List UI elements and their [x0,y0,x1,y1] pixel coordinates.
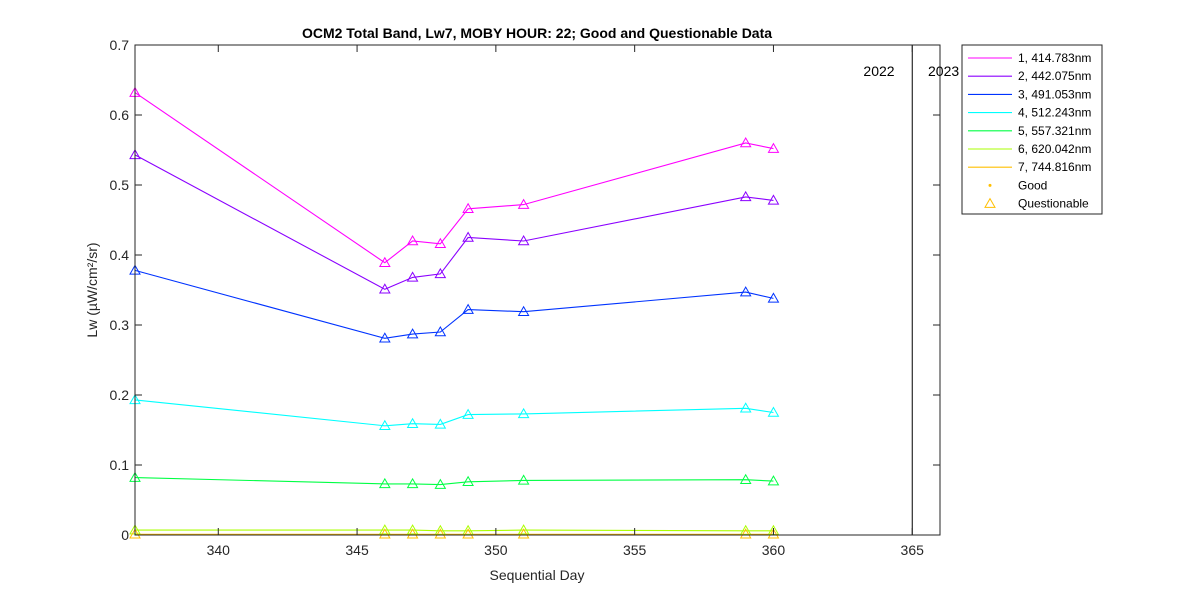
legend-entry-label: 1, 414.783nm [1018,51,1091,65]
x-tick-label: 340 [207,542,231,558]
questionable-point-marker [517,305,530,316]
questionable-point-marker [739,528,752,539]
legend-good-label: Good [1018,178,1047,192]
series-line-4 [134,399,774,427]
year-label-2023: 2023 [928,63,959,79]
questionable-point-marker [739,286,752,297]
questionable-point-marker [767,475,780,486]
legend-entry-label: 6, 620.042nm [1018,142,1091,156]
year-label-2022: 2022 [863,63,894,79]
questionable-point-marker [378,419,391,431]
questionable-point-marker [517,474,530,485]
x-tick-label: 350 [484,542,508,558]
questionable-point-marker [462,231,474,242]
questionable-point-marker [406,477,419,489]
questionable-point-marker [378,528,391,539]
legend-good-marker [988,183,992,187]
x-tick-label: 355 [623,542,647,558]
y-tick-label: 0.1 [110,457,130,473]
questionable-point-marker [462,408,474,419]
tick-layer: 340 345 350 355 360 365 0 0.1 0.2 0.3 0.4 0.5 0.6 0.7 [110,37,940,558]
questionable-point-marker [462,475,474,487]
questionable-point-marker [129,528,141,539]
questionable-point-marker [767,292,780,303]
questionable-point-marker [378,524,391,535]
y-tick-label: 0 [121,527,129,543]
y-tick-label: 0.7 [110,37,130,53]
legend-entry-label: 7, 744.816nm [1018,160,1091,174]
questionable-point-marker [517,407,530,419]
questionable-point-marker [434,528,447,539]
y-tick-label: 0.2 [110,387,130,403]
y-axis-label: Lw (µW/cm²/sr) [84,242,100,337]
legend-entry-label: 2, 442.075nm [1018,69,1091,83]
legend-entry-label: 5, 557.321nm [1018,124,1091,138]
questionable-point-marker [767,194,780,205]
questionable-point-marker [462,528,474,539]
questionable-point-marker [378,477,391,489]
questionable-point-marker [767,406,780,417]
legend: 1, 414.783nm 2, 442.075nm 3, 491.053nm 4, 5… [961,44,1103,215]
x-axis-label: Sequential Day [490,567,585,583]
questionable-point-marker [739,190,752,202]
questionable-point-marker [434,418,447,429]
questionable-point-marker [406,528,419,539]
questionable-point-marker [767,142,780,153]
questionable-point-marker [739,402,752,413]
questionable-point-marker [739,136,752,148]
y-tick-label: 0.4 [110,247,130,263]
legend-items: 1, 414.783nm 2, 442.075nm 3, 491.053nm 4, 5… [968,51,1091,211]
questionable-point-marker [434,478,447,489]
questionable-point-marker [378,283,391,294]
questionable-point-marker [406,524,419,535]
questionable-point-marker [517,524,530,535]
y-tick-label: 0.3 [110,317,130,333]
x-tick-label: 365 [901,542,925,558]
questionable-point-marker [517,528,530,539]
legend-questionable-marker [984,197,996,208]
legend-box [961,44,1103,215]
questionable-point-marker [462,303,474,314]
questionable-point-marker [517,198,530,209]
questionable-point-marker [434,267,447,279]
plot-frame [134,44,941,536]
questionable-point-marker [406,271,419,282]
questionable-point-marker [767,528,780,539]
questionable-point-marker [517,234,530,246]
legend-questionable-label: Questionable [1018,197,1089,211]
series-line-2 [134,154,774,290]
series-line-1 [134,92,774,264]
x-tick-label: 360 [762,542,786,558]
plot-area [135,45,940,535]
questionable-point-marker [406,234,419,246]
chart-title: OCM2 Total Band, Lw7, MOBY HOUR: 22; Goo… [302,25,772,41]
questionable-point-marker [378,256,391,267]
questionable-point-marker [739,473,752,484]
series-line-5 [134,477,774,486]
questionable-point-marker [434,237,447,249]
x-tick-label: 345 [345,542,369,558]
y-tick-label: 0.5 [110,177,130,193]
series-layer [129,86,780,539]
legend-entry-label: 3, 491.053nm [1018,87,1091,101]
questionable-point-marker [434,325,447,337]
series-line-3 [134,269,774,339]
questionable-point-marker [406,417,419,428]
y-tick-label: 0.6 [110,107,130,123]
questionable-point-marker [378,332,391,343]
questionable-point-marker [462,202,474,214]
legend-entry-label: 4, 512.243nm [1018,106,1091,120]
questionable-point-marker [406,328,419,339]
series-line-6 [135,529,774,532]
